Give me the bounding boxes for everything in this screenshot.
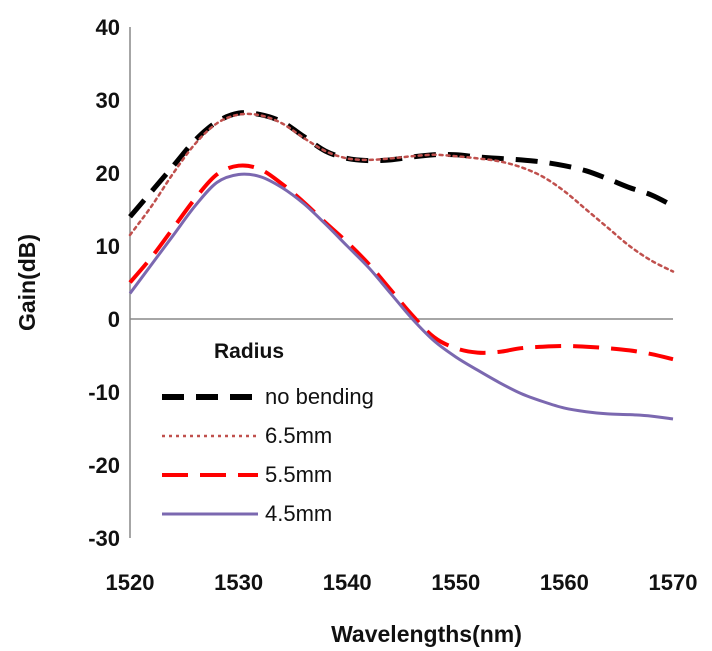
- series-line-2: [128, 163, 674, 362]
- y-tick-label: 10: [96, 234, 120, 259]
- legend-label: 5.5mm: [265, 462, 332, 487]
- x-tick-label: 1570: [649, 570, 698, 595]
- tick-labels: 40 30 20 10 0 -10 -20 -30 1520 1530 1540 1550 1560 15…: [88, 15, 697, 595]
- legend: Radius no bending 6.5mm 5.5mm 4.5mm: [162, 340, 374, 526]
- y-tick-label: 20: [96, 161, 120, 186]
- series-lines: [128, 110, 675, 421]
- series-line-1: [128, 112, 675, 273]
- legend-title: Radius: [214, 340, 284, 363]
- y-axis-title: Gain(dB): [14, 234, 40, 331]
- x-tick-label: 1530: [214, 570, 263, 595]
- y-tick-label: -30: [88, 526, 120, 551]
- axes: [129, 27, 673, 538]
- y-tick-label: 30: [96, 88, 120, 113]
- x-tick-label: 1560: [540, 570, 589, 595]
- legend-label: no bending: [265, 384, 374, 409]
- y-tick-label: 0: [108, 307, 120, 332]
- series-line-3: [128, 172, 674, 421]
- y-tick-label: 40: [96, 15, 120, 40]
- x-tick-label: 1520: [106, 570, 155, 595]
- x-axis-title: Wavelengths(nm): [331, 621, 522, 647]
- y-tick-label: -10: [88, 380, 120, 405]
- legend-label: 4.5mm: [265, 501, 332, 526]
- x-tick-label: 1550: [431, 570, 480, 595]
- y-tick-label: -20: [88, 453, 120, 478]
- legend-label: 6.5mm: [265, 423, 332, 448]
- series-line-0: [128, 110, 675, 219]
- x-tick-label: 1540: [323, 570, 372, 595]
